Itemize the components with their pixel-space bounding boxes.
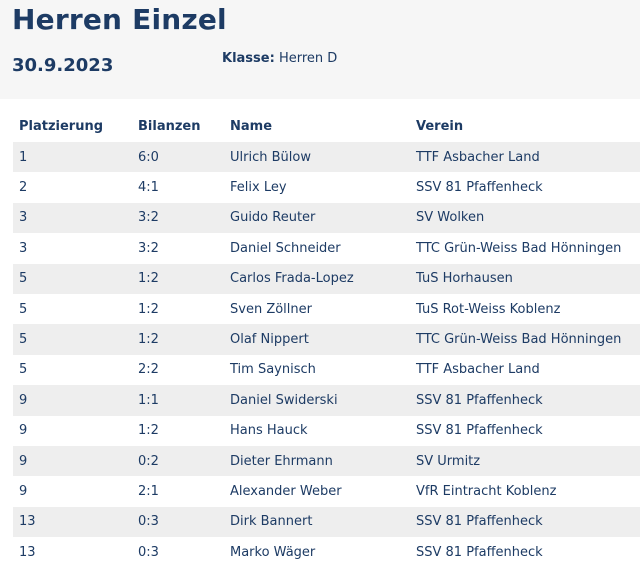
player-name-cell: Alexander Weber bbox=[224, 476, 410, 507]
player-name-cell: Dirk Bannert bbox=[224, 506, 410, 538]
placement-cell: 13 bbox=[13, 506, 132, 538]
header-name: Name bbox=[230, 118, 273, 134]
page-header: Herren Einzel 30.9.2023 Klasse: Herren D bbox=[0, 0, 640, 99]
placement-cell: 13 bbox=[13, 537, 132, 568]
placement-cell: 5 bbox=[13, 263, 132, 294]
player-name-cell: Daniel Schneider bbox=[224, 233, 410, 264]
placement-cell: 9 bbox=[13, 415, 132, 446]
header-platzierung: Platzierung bbox=[19, 118, 104, 134]
score-cell: 2:1 bbox=[132, 476, 224, 507]
table-row: 5 1:2 Carlos Frada-Lopez TuS Horhausen bbox=[13, 263, 640, 294]
placement-cell: 5 bbox=[13, 354, 132, 386]
score-cell: 1:2 bbox=[132, 263, 224, 294]
score-cell: 2:2 bbox=[132, 354, 224, 386]
class-info: Klasse: Herren D bbox=[222, 51, 337, 66]
table-row: 5 1:2 Olaf Nippert TTC Grün-Weiss Bad Hönni… bbox=[13, 324, 640, 355]
player-name-cell: Olaf Nippert bbox=[224, 324, 410, 355]
club-cell: SV Wolken bbox=[410, 202, 640, 234]
placement-cell: 3 bbox=[13, 233, 132, 264]
placement-cell: 9 bbox=[13, 385, 132, 416]
table-row: 3 3:2 Daniel Schneider TTC Grün-Weiss Bad H… bbox=[13, 233, 640, 264]
placement-cell: 5 bbox=[13, 324, 132, 355]
table-header-row: Platzierung Bilanzen Name Verein bbox=[13, 110, 640, 142]
score-cell: 1:2 bbox=[132, 415, 224, 446]
header-bilanzen: Bilanzen bbox=[138, 118, 201, 134]
club-cell: TTC Grün-Weiss Bad Hönningen bbox=[410, 324, 640, 355]
club-cell: SSV 81 Pfaffenheck bbox=[410, 385, 640, 416]
score-cell: 1:1 bbox=[132, 385, 224, 416]
club-cell: SSV 81 Pfaffenheck bbox=[410, 506, 640, 538]
player-name-cell: Guido Reuter bbox=[224, 202, 410, 234]
player-name-cell: Felix Ley bbox=[224, 172, 410, 203]
table-row: 3 3:2 Guido Reuter SV Wolken bbox=[13, 202, 640, 234]
score-cell: 0:3 bbox=[132, 537, 224, 568]
club-cell: SV Urmitz bbox=[410, 445, 640, 477]
player-name-cell: Dieter Ehrmann bbox=[224, 445, 410, 477]
table-row: 1 6:0 Ulrich Bülow TTF Asbacher Land bbox=[13, 142, 640, 173]
score-cell: 0:3 bbox=[132, 506, 224, 538]
score-cell: 1:2 bbox=[132, 324, 224, 355]
placement-cell: 9 bbox=[13, 476, 132, 507]
player-name-cell: Ulrich Bülow bbox=[224, 142, 410, 173]
club-cell: TuS Horhausen bbox=[410, 263, 640, 294]
player-name-cell: Tim Saynisch bbox=[224, 354, 410, 386]
club-cell: TuS Rot-Weiss Koblenz bbox=[410, 293, 640, 325]
placement-cell: 2 bbox=[13, 172, 132, 203]
score-cell: 3:2 bbox=[132, 233, 224, 264]
player-name-cell: Hans Hauck bbox=[224, 415, 410, 446]
table-row: 13 0:3 Marko Wäger SSV 81 Pfaffenheck bbox=[13, 537, 640, 568]
club-cell: SSV 81 Pfaffenheck bbox=[410, 537, 640, 568]
placement-cell: 9 bbox=[13, 445, 132, 477]
results-table: Platzierung Bilanzen Name Verein 1 6:0 Ulr… bbox=[13, 110, 640, 568]
club-cell: TTF Asbacher Land bbox=[410, 354, 640, 386]
page-title: Herren Einzel bbox=[12, 3, 227, 36]
table-row: 2 4:1 Felix Ley SSV 81 Pfaffenheck bbox=[13, 172, 640, 203]
placement-cell: 1 bbox=[13, 142, 132, 173]
score-cell: 0:2 bbox=[132, 445, 224, 477]
table-row: 5 2:2 Tim Saynisch TTF Asbacher Land bbox=[13, 354, 640, 386]
player-name-cell: Daniel Swiderski bbox=[224, 385, 410, 416]
table-row: 9 2:1 Alexander Weber VfR Eintracht Koblenz bbox=[13, 476, 640, 507]
table-row: 9 1:1 Daniel Swiderski SSV 81 Pfaffenheck bbox=[13, 385, 640, 416]
score-cell: 6:0 bbox=[132, 142, 224, 173]
club-cell: TTC Grün-Weiss Bad Hönningen bbox=[410, 233, 640, 264]
score-cell: 3:2 bbox=[132, 202, 224, 234]
club-cell: TTF Asbacher Land bbox=[410, 142, 640, 173]
header-verein: Verein bbox=[416, 118, 464, 134]
placement-cell: 3 bbox=[13, 202, 132, 234]
class-value: Herren D bbox=[278, 51, 338, 66]
club-cell: SSV 81 Pfaffenheck bbox=[410, 172, 640, 203]
table-row: 5 1:2 Sven Zöllner TuS Rot-Weiss Koblenz bbox=[13, 293, 640, 325]
player-name-cell: Sven Zöllner bbox=[224, 293, 410, 325]
score-cell: 1:2 bbox=[132, 293, 224, 325]
placement-cell: 5 bbox=[13, 293, 132, 325]
player-name-cell: Marko Wäger bbox=[224, 537, 410, 568]
table-row: 9 0:2 Dieter Ehrmann SV Urmitz bbox=[13, 445, 640, 477]
club-cell: SSV 81 Pfaffenheck bbox=[410, 415, 640, 446]
club-cell: VfR Eintracht Koblenz bbox=[410, 476, 640, 507]
class-label: Klasse: bbox=[222, 51, 275, 66]
table-row: 13 0:3 Dirk Bannert SSV 81 Pfaffenheck bbox=[13, 506, 640, 538]
player-name-cell: Carlos Frada-Lopez bbox=[224, 263, 410, 294]
event-date: 30.9.2023 bbox=[12, 55, 114, 76]
score-cell: 4:1 bbox=[132, 172, 224, 203]
table-row: 9 1:2 Hans Hauck SSV 81 Pfaffenheck bbox=[13, 415, 640, 446]
